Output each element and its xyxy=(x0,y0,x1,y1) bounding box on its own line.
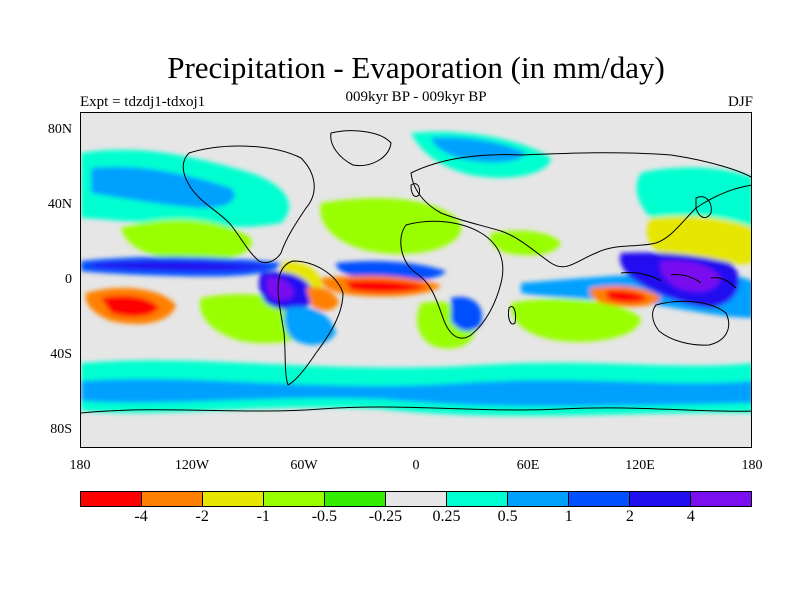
colorbar-label-3: -0.5 xyxy=(311,508,338,525)
colorbar-swatch-1 xyxy=(142,492,203,506)
colorbar-label-2: -1 xyxy=(256,508,270,525)
colorbar-label-4: -0.25 xyxy=(368,508,403,525)
colorbar-label-9: 4 xyxy=(686,508,695,525)
colorbar-swatch-3 xyxy=(264,492,325,506)
brazil-dry xyxy=(306,287,339,311)
chart-title: Precipitation - Evaporation (in mm/day) xyxy=(167,50,665,85)
europe-asia-outline xyxy=(410,152,751,268)
atlantic-equatorial-dry-core xyxy=(346,280,426,293)
southern-ocean-band-inner xyxy=(81,379,751,407)
lat-label-40n: 40N xyxy=(47,197,72,212)
antarctica-outline xyxy=(81,406,751,414)
lon-label-120e: 120E xyxy=(625,458,655,473)
lon-label-60e: 60E xyxy=(516,458,540,473)
map-panel xyxy=(80,112,752,448)
maritime-continent-core xyxy=(660,260,721,292)
indian-ocean-dry-core xyxy=(606,290,647,303)
colorbar-label-6: 0.5 xyxy=(497,508,518,525)
itcz-pacific-inner xyxy=(91,261,271,271)
land-dry-north xyxy=(490,230,561,256)
colorbar-label-5: 0.25 xyxy=(432,508,461,525)
colorbar xyxy=(80,491,752,507)
colorbar-swatch-0 xyxy=(81,492,142,506)
colorbar-swatch-8 xyxy=(569,492,630,506)
colorbar-label-1: -2 xyxy=(195,508,209,525)
lon-label-180e: 180 xyxy=(741,458,763,473)
lat-label-80n: 80N xyxy=(47,122,72,137)
japan-outline xyxy=(695,196,712,219)
south-america-convergence xyxy=(283,306,336,345)
colorbar-label-7: 1 xyxy=(564,508,573,525)
north-america-outline xyxy=(182,145,315,264)
colorbar-swatch-9 xyxy=(630,492,691,506)
lon-label-120w: 120W xyxy=(174,458,210,473)
uk-outline xyxy=(410,183,420,198)
season-label: DJF xyxy=(727,94,753,110)
subtropical-dry-npacific xyxy=(121,219,252,262)
subtropical-dry-natlantic xyxy=(320,198,462,254)
lon-label-0: 0 xyxy=(412,458,420,473)
amazon-core xyxy=(266,277,294,301)
colorbar-label-8: 2 xyxy=(625,508,634,525)
colorbar-swatch-7 xyxy=(508,492,569,506)
colorbar-swatch-5 xyxy=(386,492,447,506)
colorbar-swatch-4 xyxy=(325,492,386,506)
colorbar-swatch-10 xyxy=(691,492,751,506)
australia-outline xyxy=(652,300,730,346)
lon-label-60w: 60W xyxy=(290,458,318,473)
north-atlantic-core xyxy=(431,137,526,163)
colorbar-swatch-2 xyxy=(203,492,264,506)
africa-outline xyxy=(400,220,504,339)
greenland-outline xyxy=(330,130,392,167)
coastlines xyxy=(81,130,751,414)
experiment-label: Expt = tdzdj1-tdxoj1 xyxy=(80,94,206,110)
colorbar-label-0: -4 xyxy=(134,508,148,525)
lat-label-40s: 40S xyxy=(50,347,72,362)
lat-label-80s: 80S xyxy=(50,422,72,437)
subtropical-dry-nwpacific xyxy=(646,216,751,265)
colorbar-swatch-6 xyxy=(447,492,508,506)
south-america-outline xyxy=(277,260,344,386)
north-pacific-core xyxy=(91,166,235,208)
precip-evap-map xyxy=(81,113,751,447)
lat-label-0: 0 xyxy=(65,272,72,287)
indonesia-outline xyxy=(620,272,737,289)
africa-wet xyxy=(451,296,482,332)
subtropical-dry-sindian xyxy=(510,298,641,342)
period-label: 009kyr BP - 009kyr BP xyxy=(345,89,487,105)
field-layer xyxy=(81,131,751,416)
lon-label-180w: 180 xyxy=(69,458,91,473)
madagascar-outline xyxy=(508,306,516,325)
south-pacific-dry-core xyxy=(101,295,159,317)
